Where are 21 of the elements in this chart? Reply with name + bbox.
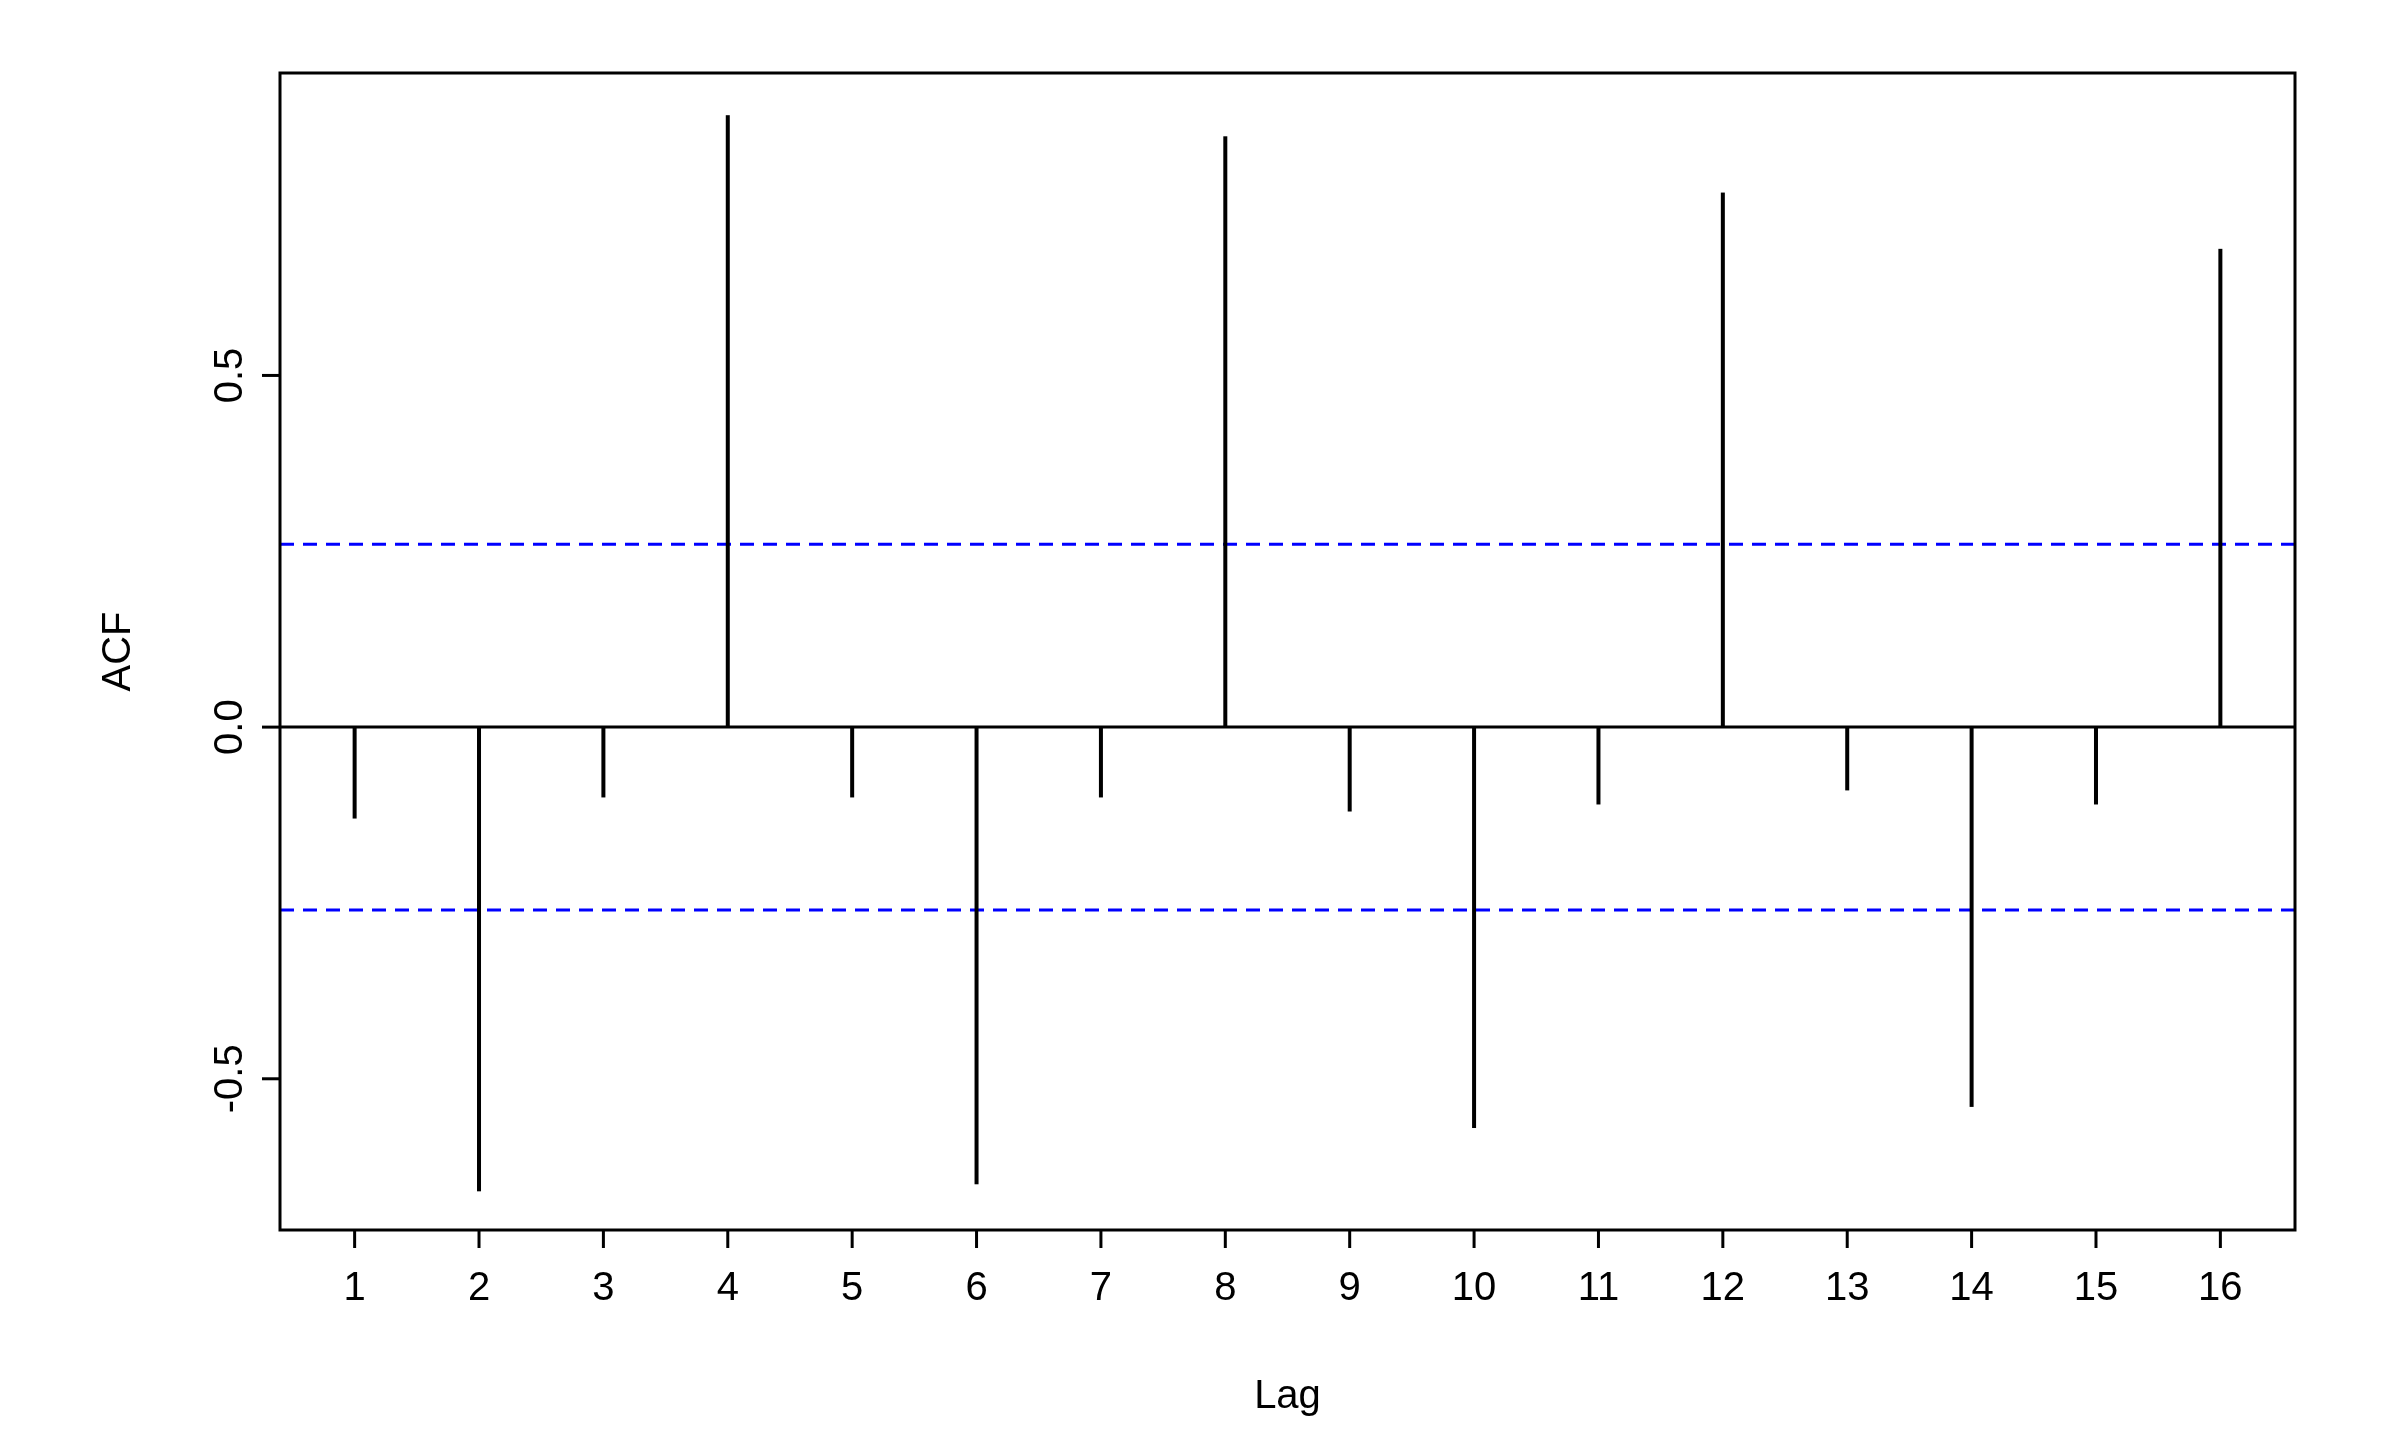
y-tick-label: 0.0	[206, 699, 250, 755]
x-tick-label: 7	[1089, 1264, 1113, 1308]
x-tick-label: 5	[841, 1264, 864, 1308]
x-tick-label: 10	[1451, 1264, 1497, 1308]
x-tick-label: 2	[467, 1264, 491, 1308]
y-axis-title: ACF	[94, 611, 138, 692]
x-tick-label: 8	[1214, 1264, 1237, 1308]
x-tick-label: 14	[1949, 1264, 1994, 1308]
x-tick-label: 13	[1824, 1264, 1870, 1308]
y-tick-label: -0.5	[206, 1044, 250, 1114]
y-tick-label: 0.5	[206, 347, 250, 404]
x-tick-label: 16	[2198, 1264, 2243, 1308]
x-tick-label: 11	[1577, 1264, 1620, 1308]
x-tick-label: 4	[716, 1264, 739, 1308]
x-tick-label: 1	[343, 1264, 366, 1308]
x-axis-title: Lag	[1254, 1372, 1321, 1416]
x-tick-label: 6	[965, 1264, 988, 1308]
x-tick-label: 3	[592, 1264, 615, 1308]
x-tick-label: 9	[1338, 1264, 1361, 1308]
x-tick-label: 15	[2073, 1264, 2119, 1308]
x-tick-label: 12	[1700, 1264, 1746, 1308]
